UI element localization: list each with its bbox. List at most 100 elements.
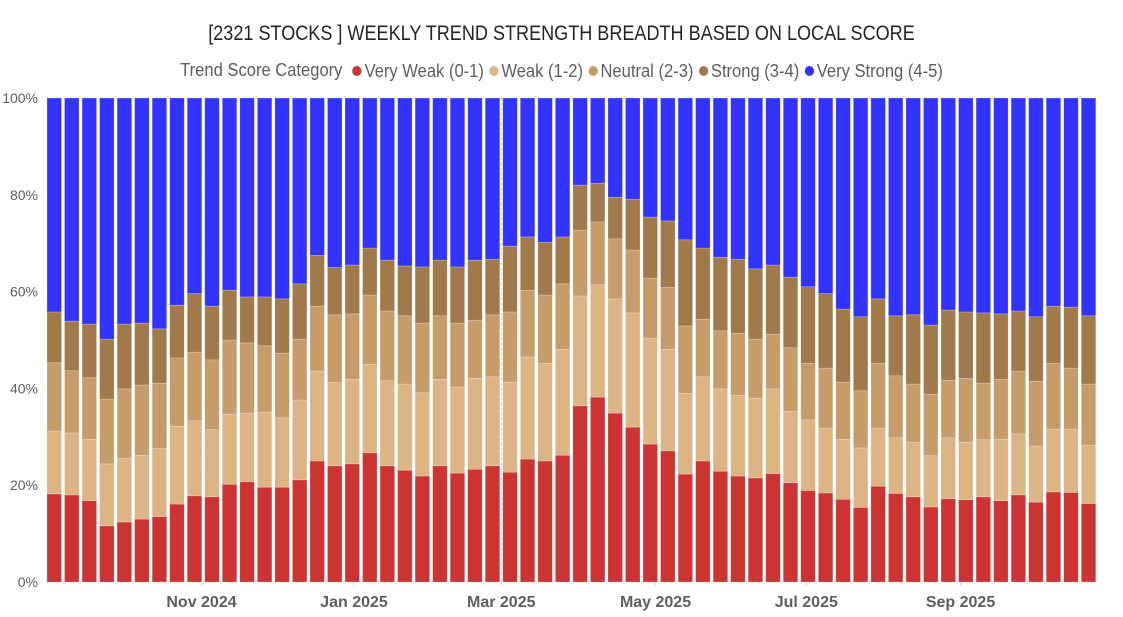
bar-segment[interactable] [134, 322, 150, 386]
bar-stack[interactable] [134, 97, 150, 583]
bar-segment[interactable] [99, 97, 115, 340]
bar-segment[interactable] [116, 97, 132, 325]
bar-segment[interactable] [274, 417, 290, 488]
bar-segment[interactable] [677, 473, 693, 583]
legend-item[interactable]: Strong (3-4) [698, 61, 799, 82]
bar-segment[interactable] [309, 305, 325, 372]
bar-segment[interactable] [204, 359, 220, 430]
bar-segment[interactable] [344, 97, 360, 266]
bar-segment[interactable] [1080, 503, 1097, 583]
bar-stack[interactable] [765, 97, 781, 583]
bar-segment[interactable] [677, 239, 693, 327]
bar-segment[interactable] [975, 382, 991, 441]
bar-segment[interactable] [712, 97, 728, 258]
bar-segment[interactable] [607, 97, 623, 198]
bar-segment[interactable] [555, 454, 571, 583]
bar-segment[interactable] [222, 339, 238, 415]
bar-segment[interactable] [309, 460, 325, 583]
bar-segment[interactable] [1080, 97, 1097, 317]
bar-segment[interactable] [502, 381, 518, 473]
bar-segment[interactable] [940, 97, 956, 311]
bar-stack[interactable] [572, 97, 588, 583]
bar-segment[interactable] [1063, 306, 1079, 369]
bar-stack[interactable] [186, 97, 203, 583]
bar-segment[interactable] [993, 500, 1009, 583]
bar-segment[interactable] [677, 392, 693, 475]
bar-segment[interactable] [397, 469, 413, 583]
bar-segment[interactable] [414, 392, 430, 477]
bar-segment[interactable] [853, 390, 869, 449]
bar-segment[interactable] [274, 97, 290, 300]
bar-segment[interactable] [923, 324, 939, 395]
bar-segment[interactable] [169, 97, 185, 306]
bar-segment[interactable] [1028, 316, 1044, 382]
bar-stack[interactable] [590, 97, 606, 583]
bar-segment[interactable] [888, 97, 904, 317]
bar-segment[interactable] [782, 347, 799, 412]
bar-stack[interactable] [116, 97, 132, 583]
bar-segment[interactable] [712, 256, 728, 332]
bar-segment[interactable] [940, 309, 956, 381]
bar-segment[interactable] [940, 379, 956, 439]
bar-segment[interactable] [46, 430, 62, 495]
bar-segment[interactable] [397, 383, 413, 471]
bar-segment[interactable] [1063, 492, 1079, 583]
bar-stack[interactable] [1010, 97, 1026, 583]
bar-segment[interactable] [730, 258, 746, 334]
bar-stack[interactable] [309, 97, 325, 583]
bar-segment[interactable] [888, 315, 904, 377]
legend-item[interactable]: Very Weak (0-1) [352, 61, 484, 82]
bar-segment[interactable] [327, 97, 343, 268]
bar-segment[interactable] [905, 314, 921, 385]
bar-segment[interactable] [222, 97, 238, 291]
bar-segment[interactable] [695, 460, 711, 583]
bar-segment[interactable] [1045, 491, 1062, 583]
bar-segment[interactable] [765, 97, 781, 266]
bar-segment[interactable] [660, 348, 676, 452]
bar-segment[interactable] [818, 367, 834, 429]
bar-segment[interactable] [835, 308, 851, 383]
bar-segment[interactable] [484, 314, 501, 378]
bar-segment[interactable] [1045, 305, 1062, 364]
bar-stack[interactable] [1028, 97, 1044, 583]
bar-segment[interactable] [590, 284, 606, 398]
bar-stack[interactable] [379, 97, 395, 583]
bar-segment[interactable] [1080, 444, 1097, 504]
bar-stack[interactable] [975, 97, 991, 583]
bar-segment[interactable] [747, 268, 764, 340]
bar-segment[interactable] [64, 370, 80, 434]
bar-segment[interactable] [555, 236, 571, 285]
bar-segment[interactable] [362, 247, 378, 296]
bar-segment[interactable] [853, 316, 869, 392]
bar-segment[interactable] [730, 394, 746, 477]
bar-segment[interactable] [239, 97, 255, 298]
bar-segment[interactable] [257, 486, 273, 583]
bar-segment[interactable] [116, 323, 132, 390]
bar-segment[interactable] [905, 383, 921, 443]
bar-segment[interactable] [397, 265, 413, 317]
bar-segment[interactable] [46, 97, 62, 313]
bar-segment[interactable] [975, 312, 991, 384]
bar-stack[interactable] [958, 97, 974, 583]
bar-segment[interactable] [870, 427, 886, 487]
bar-segment[interactable] [818, 293, 834, 369]
bar-stack[interactable] [414, 97, 430, 583]
bar-segment[interactable] [502, 471, 518, 583]
bar-segment[interactable] [379, 259, 395, 312]
bar-segment[interactable] [1063, 428, 1079, 493]
bar-segment[interactable] [747, 97, 764, 270]
legend-item[interactable]: Very Strong (4-5) [804, 61, 943, 82]
bar-segment[interactable] [800, 362, 816, 421]
bar-segment[interactable] [625, 312, 641, 428]
bar-segment[interactable] [151, 448, 167, 517]
bar-segment[interactable] [537, 362, 553, 462]
bar-segment[interactable] [730, 97, 746, 260]
bar-segment[interactable] [467, 259, 483, 321]
bar-segment[interactable] [712, 330, 728, 390]
bar-segment[interactable] [327, 382, 343, 467]
bar-segment[interactable] [1045, 97, 1062, 307]
bar-segment[interactable] [257, 296, 273, 347]
bar-segment[interactable] [782, 482, 799, 583]
bar-segment[interactable] [800, 419, 816, 491]
bar-stack[interactable] [800, 97, 816, 583]
